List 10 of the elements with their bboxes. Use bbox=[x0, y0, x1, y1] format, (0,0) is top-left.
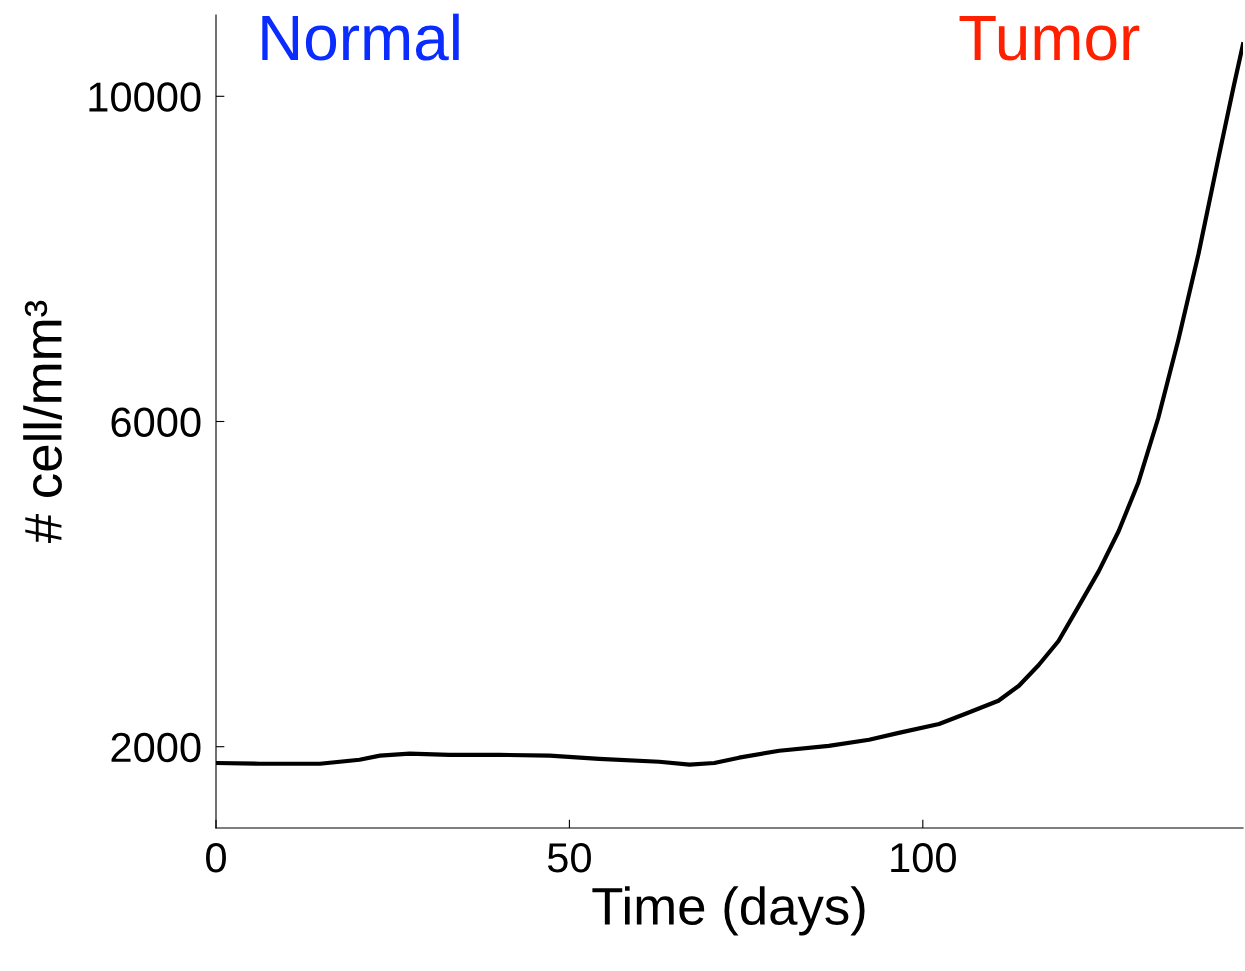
y-axis-title: # cell/mm³ bbox=[23, 300, 62, 543]
annotation: Normal bbox=[262, 13, 459, 61]
y-tick-label: 2000 bbox=[111, 732, 201, 763]
y-tick-label: 10000 bbox=[89, 82, 201, 112]
annotation: Tumor bbox=[959, 16, 1140, 61]
x-axis-title: Time (days) bbox=[592, 886, 865, 936]
y-tick-label: 6000 bbox=[111, 407, 201, 438]
x-tick-label: 0 bbox=[206, 842, 226, 873]
x-tick-label: 50 bbox=[547, 842, 591, 873]
x-tick-label: 100 bbox=[891, 842, 956, 873]
